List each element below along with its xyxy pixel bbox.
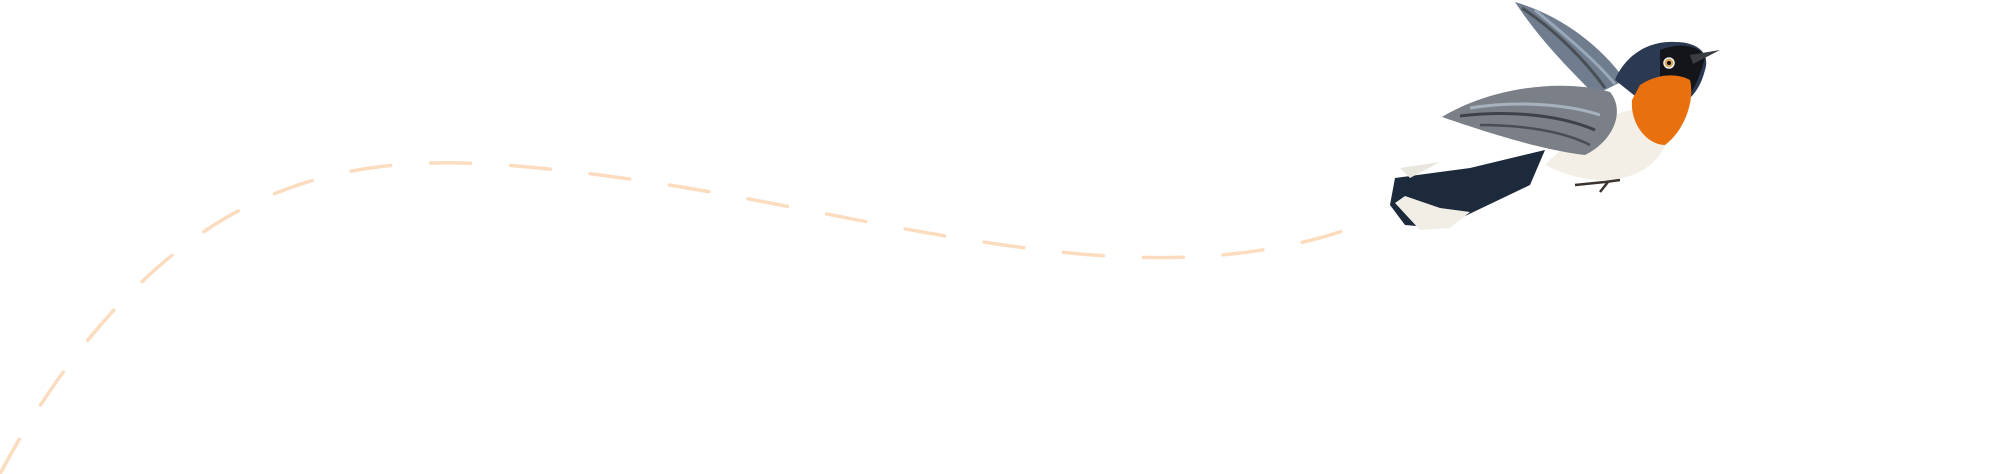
bird-illustration: [1390, 2, 1720, 230]
bird-upper-wing-feather: [1534, 8, 1617, 85]
bird-lower-wing-feather: [1479, 123, 1591, 147]
bird-eye-pupil: [1667, 61, 1671, 65]
bird-tail-highlight: [1400, 162, 1440, 178]
dashed-flight-path: [0, 161, 1362, 474]
bird-beak: [1690, 50, 1720, 64]
bird-lower-wing-feather: [1459, 112, 1596, 132]
bird-feet: [1574, 178, 1621, 193]
bird-upper-wing-feather: [1521, 6, 1607, 89]
bird-body: [1545, 107, 1669, 180]
bird-tail-tip: [1395, 196, 1470, 230]
bird-lower-wing-feather: [1469, 102, 1601, 117]
bird-throat: [1631, 75, 1692, 145]
bird-lower-wing: [1442, 85, 1617, 155]
